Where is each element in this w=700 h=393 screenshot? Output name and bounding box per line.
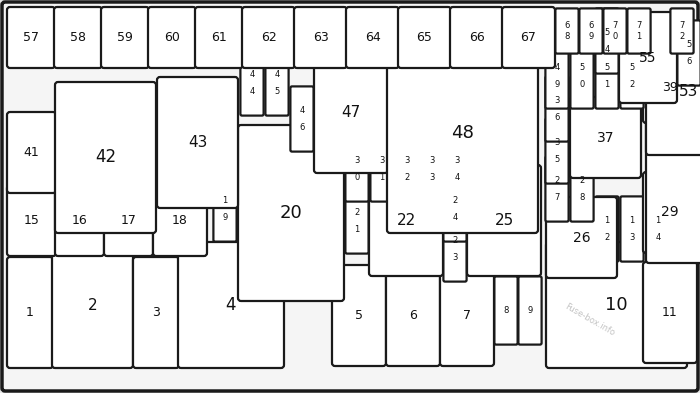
Text: 4: 4 [454,173,460,182]
FancyBboxPatch shape [265,50,288,116]
Text: 4: 4 [225,296,237,314]
Text: 1: 1 [655,216,661,225]
Text: 5: 5 [580,63,584,72]
Text: 6: 6 [564,20,570,29]
Text: 3: 3 [379,156,385,165]
FancyBboxPatch shape [596,8,619,73]
Text: 53: 53 [679,84,699,99]
FancyBboxPatch shape [620,196,643,262]
Text: 2: 2 [88,298,97,312]
FancyBboxPatch shape [104,185,153,256]
Text: 3: 3 [405,156,409,165]
Text: 4: 4 [249,87,255,96]
FancyBboxPatch shape [214,176,237,242]
FancyBboxPatch shape [678,20,700,86]
Text: 4: 4 [274,70,279,79]
FancyBboxPatch shape [7,112,56,193]
Text: 5: 5 [604,63,610,72]
FancyBboxPatch shape [370,136,393,202]
Text: 3: 3 [554,96,560,105]
Text: 5: 5 [554,155,559,164]
Text: 6: 6 [300,123,304,132]
Text: 3: 3 [554,138,560,147]
FancyBboxPatch shape [290,86,314,152]
Text: 9: 9 [223,213,228,222]
Text: 59: 59 [117,31,133,44]
FancyBboxPatch shape [697,63,700,129]
FancyBboxPatch shape [7,7,55,68]
FancyBboxPatch shape [240,50,264,116]
Text: 2: 2 [354,208,360,217]
Text: 17: 17 [120,214,136,227]
Text: 6: 6 [554,113,560,122]
Text: 1: 1 [26,306,34,319]
FancyBboxPatch shape [519,276,542,345]
FancyBboxPatch shape [443,176,467,242]
FancyBboxPatch shape [545,118,568,184]
Text: 20: 20 [279,204,302,222]
FancyBboxPatch shape [570,43,594,108]
FancyBboxPatch shape [445,136,468,202]
Text: 5: 5 [274,87,279,96]
Text: 3: 3 [152,306,160,319]
Text: 5: 5 [629,63,635,72]
FancyBboxPatch shape [545,43,568,108]
Text: 8: 8 [580,193,584,202]
Text: 2: 2 [604,233,610,242]
Text: 1: 1 [604,216,610,225]
FancyBboxPatch shape [546,242,687,368]
Text: 4: 4 [655,233,661,242]
FancyBboxPatch shape [494,276,517,345]
Text: 1: 1 [636,32,642,41]
FancyBboxPatch shape [603,8,626,53]
FancyBboxPatch shape [643,262,697,363]
Text: 64: 64 [365,31,380,44]
Text: 18: 18 [172,214,188,227]
Text: 58: 58 [70,31,86,44]
FancyBboxPatch shape [596,43,619,108]
Text: 57: 57 [23,31,39,44]
Text: 67: 67 [521,31,536,44]
Text: 8: 8 [564,32,570,41]
Text: 43: 43 [188,135,207,150]
Text: 6: 6 [686,57,692,66]
FancyBboxPatch shape [545,156,568,222]
Text: 5: 5 [355,309,363,322]
Text: 7: 7 [679,20,685,29]
FancyBboxPatch shape [133,257,179,368]
FancyBboxPatch shape [387,32,538,233]
Text: 11: 11 [662,306,678,319]
FancyBboxPatch shape [7,257,53,368]
FancyBboxPatch shape [54,7,102,68]
Text: 4: 4 [452,213,458,222]
FancyBboxPatch shape [7,185,56,256]
FancyBboxPatch shape [395,136,419,202]
Text: 3: 3 [452,253,458,262]
FancyBboxPatch shape [369,165,443,276]
Text: 3: 3 [629,233,635,242]
FancyBboxPatch shape [55,82,156,233]
Text: 60: 60 [164,31,180,44]
FancyBboxPatch shape [101,7,149,68]
Text: 41: 41 [24,146,39,159]
FancyBboxPatch shape [148,7,196,68]
FancyBboxPatch shape [643,52,697,123]
FancyBboxPatch shape [545,76,568,141]
Text: 3: 3 [354,156,360,165]
Text: 6: 6 [409,309,417,322]
FancyBboxPatch shape [398,7,451,68]
Text: 5: 5 [687,40,692,49]
Text: 7: 7 [463,309,471,322]
FancyBboxPatch shape [294,7,347,68]
Text: 0: 0 [354,173,360,182]
FancyBboxPatch shape [671,8,694,53]
Text: 1: 1 [629,216,635,225]
FancyBboxPatch shape [467,165,541,276]
Text: 9: 9 [589,32,594,41]
Text: 15: 15 [24,214,39,227]
Text: 37: 37 [596,130,615,145]
Text: 25: 25 [494,213,514,228]
FancyBboxPatch shape [596,196,619,262]
Text: 1: 1 [379,173,384,182]
